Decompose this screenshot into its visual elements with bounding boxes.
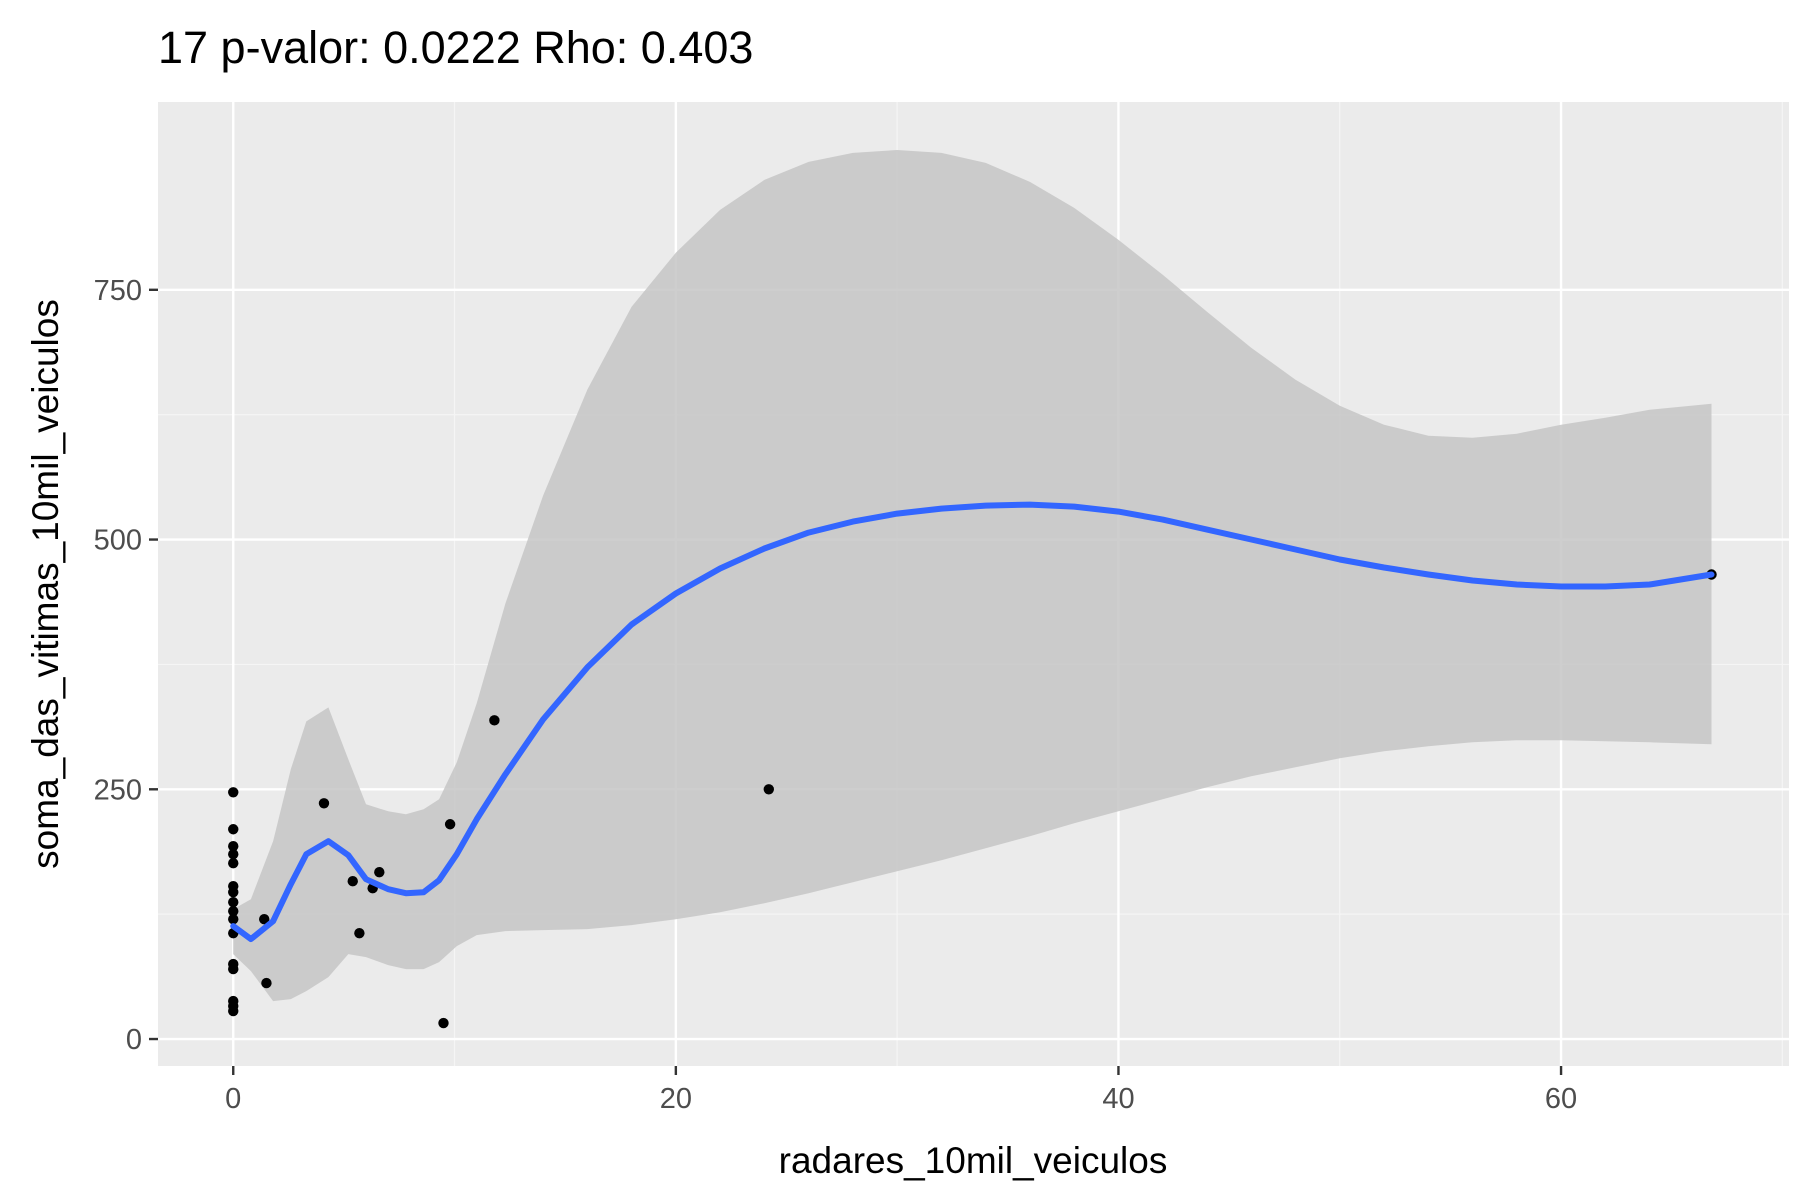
data-point <box>228 1005 239 1017</box>
data-point <box>374 867 385 878</box>
x-tick-label: 20 <box>660 1083 692 1115</box>
data-point <box>354 927 365 939</box>
smooth-line <box>230 501 1715 943</box>
data-point <box>438 1017 449 1029</box>
data-point <box>228 896 239 908</box>
data-point <box>347 875 358 887</box>
x-tick-label: 0 <box>225 1083 241 1115</box>
y-tick-label: 250 <box>94 774 142 806</box>
confidence-band <box>233 150 1712 1002</box>
y-tick-label: 750 <box>94 275 142 307</box>
data-point <box>228 963 239 975</box>
data-point <box>259 913 270 925</box>
data-point <box>228 905 239 917</box>
data-point <box>444 819 456 830</box>
data-point <box>228 858 239 869</box>
x-tick-label: 40 <box>1102 1083 1134 1115</box>
data-point <box>228 787 239 798</box>
data-point <box>228 849 239 860</box>
y-axis-ticks: 0 250 500 750 <box>94 275 158 1056</box>
data-point <box>763 784 774 795</box>
data-point <box>228 886 239 898</box>
data-point <box>261 977 272 989</box>
y-tick-label: 0 <box>126 1024 142 1056</box>
data-point <box>228 824 239 835</box>
x-axis-title: radares_10mil_veiculos <box>779 1140 1168 1181</box>
data-point <box>489 715 500 726</box>
data-point <box>228 841 239 852</box>
data-point <box>228 913 239 925</box>
chart-title: 17 p-valor: 0.0222 Rho: 0.403 <box>158 22 753 73</box>
x-axis-ticks: 0 20 40 60 <box>225 1066 1577 1115</box>
y-tick-label: 500 <box>94 525 142 557</box>
data-points <box>228 569 1717 1029</box>
y-axis-title: soma_das_vitimas_10mil_veiculos <box>25 299 66 869</box>
x-tick-label: 60 <box>1545 1083 1577 1115</box>
data-point <box>318 798 330 809</box>
